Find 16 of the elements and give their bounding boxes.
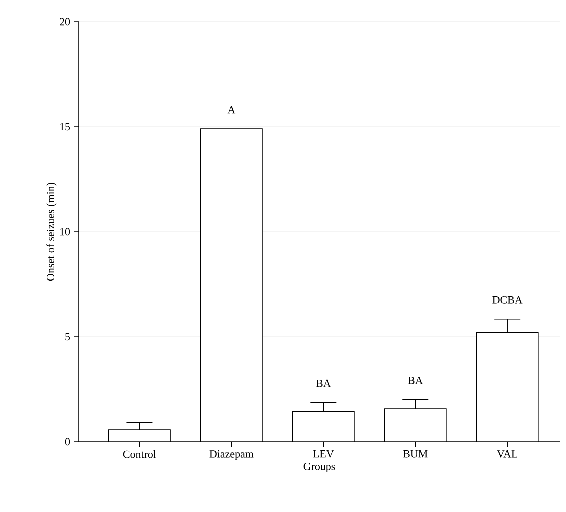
x-tick-label: Diazepam: [210, 450, 254, 460]
annotation: DCBA: [492, 296, 523, 304]
x-tick-label: LEV: [313, 450, 334, 458]
y-tick-label: 0: [65, 438, 70, 446]
annotation: BA: [408, 376, 424, 384]
annotation: BA: [316, 380, 332, 388]
y-tick-label: 15: [60, 123, 70, 131]
x-tick-label: BUM: [403, 450, 428, 458]
y-tick-label: 10: [60, 228, 70, 236]
y-tick-label: 20: [60, 18, 70, 26]
y-axis-title: Onset of seizues (min): [46, 183, 57, 281]
annotation: A: [228, 106, 236, 114]
x-tick-label: Control: [123, 450, 156, 458]
x-axis-title: Groups: [304, 462, 336, 473]
y-tick-label: 5: [66, 333, 70, 341]
x-tick-label: VAL: [497, 450, 518, 458]
